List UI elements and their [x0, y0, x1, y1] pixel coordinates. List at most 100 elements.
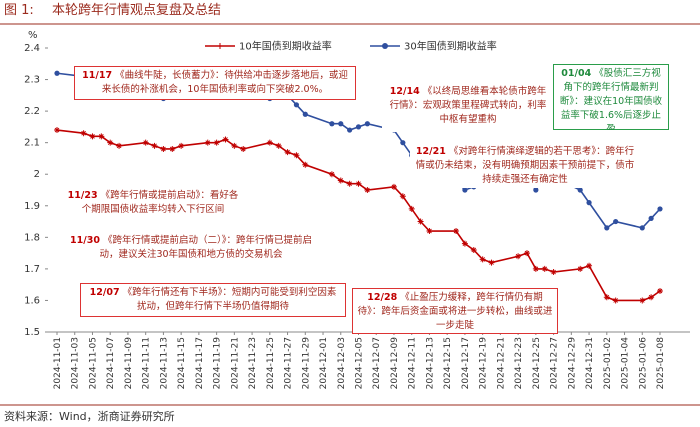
- point: [266, 139, 273, 146]
- point: [399, 193, 406, 200]
- point: [293, 152, 300, 159]
- point: [80, 130, 87, 137]
- point: [240, 145, 247, 152]
- point: [612, 297, 619, 304]
- point: [329, 121, 335, 127]
- legend-marker: [217, 43, 223, 49]
- x-tick-label: 2024-12-27: [550, 337, 560, 389]
- annotation-date: 12/28: [367, 292, 398, 303]
- x-tick-label: 2024-11-11: [142, 337, 152, 389]
- point: [648, 294, 655, 301]
- figure-label: 图 1:: [4, 3, 34, 18]
- source: 资料来源：Wind，浙商证券研究所: [4, 409, 175, 423]
- point: [479, 256, 486, 263]
- y-tick-label: 1.5: [24, 327, 40, 338]
- x-tick-label: 2024-12-03: [337, 337, 347, 389]
- x-tick-label: 2024-11-21: [230, 337, 240, 389]
- x-tick-label: 2024-12-13: [425, 337, 435, 389]
- annotation-text: 《股债汇三方视角下的跨年行情最新判断》：建议在10年国债收益率下破1.6%后逐步…: [559, 68, 663, 130]
- point: [657, 287, 663, 294]
- y-tick-label: 1.9: [24, 201, 40, 212]
- annotation: 12/28 《止盈压力缓释，跨年行情仍有期待》：跨年后资金面或将进一步转松，曲线…: [352, 288, 558, 334]
- x-tick-label: 2024-12-07: [372, 337, 382, 389]
- x-tick-label: 2024-12-01: [319, 337, 329, 389]
- annotation-text: 《跨年行情或提前启动》：看好各个期限国债收益率均转入下行区间: [81, 190, 239, 215]
- x-tick-label: 2024-12-23: [514, 337, 524, 389]
- point: [657, 206, 663, 212]
- point: [586, 200, 592, 206]
- point: [577, 187, 583, 193]
- legend-marker: [382, 43, 388, 49]
- point: [151, 142, 158, 149]
- point: [98, 133, 105, 140]
- annotation-text: 《跨年行情或提前启动（二）》：跨年行情已提前启动，建议关注30年国债和地方债的交…: [99, 235, 312, 260]
- point: [523, 250, 530, 257]
- point: [613, 218, 619, 225]
- annotation: 01/04 《股债汇三方视角下的跨年行情最新判断》：建议在10年国债收益率下破1…: [553, 64, 669, 130]
- annotation: 11/23 《跨年行情或提前启动》：看好各个期限国债收益率均转入下行区间: [58, 186, 248, 220]
- x-tick-label: 2024-12-21: [496, 337, 506, 389]
- x-tick-label: 2024-11-05: [88, 337, 98, 389]
- annotation-date: 11/17: [82, 70, 113, 81]
- x-tick-label: 2025-01-02: [603, 337, 613, 389]
- annotation-box: 12/21 《对跨年行情演绎逻辑的若干思考》：跨年行情或仍未结束，没有明确预期因…: [410, 142, 640, 188]
- point: [400, 140, 406, 146]
- point: [533, 187, 539, 193]
- point: [390, 183, 397, 190]
- point: [222, 136, 229, 143]
- x-tick-label: 2024-11-15: [177, 337, 187, 389]
- point: [284, 149, 291, 156]
- y-tick-label: 2.2: [24, 106, 40, 117]
- point: [160, 145, 167, 152]
- legend-label: 30年国债到期收益率: [404, 40, 497, 53]
- x-tick-label: 2024-12-05: [355, 337, 365, 389]
- point: [275, 142, 282, 149]
- x-tick-label: 2024-11-01: [53, 337, 63, 389]
- point: [178, 142, 185, 149]
- point: [302, 161, 309, 168]
- legend-label: 10年国债到期收益率: [239, 40, 332, 53]
- x-tick-label: 2024-12-29: [567, 337, 577, 390]
- point: [648, 215, 654, 221]
- annotation-date: 12/07: [89, 287, 120, 298]
- annotation-box: 12/28 《止盈压力缓释，跨年行情仍有期待》：跨年后资金面或将进一步转松，曲线…: [352, 288, 558, 334]
- point: [453, 228, 460, 235]
- point: [364, 187, 371, 193]
- annotation-date: 12/14: [389, 86, 420, 97]
- x-tick-label: 2024-11-17: [195, 337, 205, 389]
- point: [577, 265, 584, 272]
- point: [461, 240, 468, 247]
- x-tick-label: 2024-12-15: [443, 337, 453, 389]
- point: [639, 225, 645, 231]
- point: [293, 102, 300, 108]
- x-tick-label: 2024-11-09: [124, 337, 134, 390]
- x-tick-label: 2024-11-19: [213, 337, 223, 390]
- annotation-text: 《跨年行情还有下半场》：短期内可能受到利空因素扰动，但跨年行情下半场仍值得期待: [122, 287, 337, 312]
- x-tick-label: 2024-11-03: [71, 337, 81, 389]
- annotation: 11/17 《曲线牛陡，长债蓄力》：待供给冲击逐步落地后，或迎来长债的补涨机会，…: [74, 66, 356, 100]
- point: [54, 70, 60, 76]
- x-tick-label: 2025-01-06: [638, 337, 648, 390]
- point: [337, 177, 344, 184]
- annotation: 11/30 《跨年行情或提前启动（二）》：跨年行情已提前启动，建议关注30年国债…: [58, 231, 324, 277]
- point: [417, 218, 424, 225]
- point: [213, 139, 220, 146]
- x-tick-label: 2024-11-27: [284, 337, 294, 389]
- annotation-box: 11/30 《跨年行情或提前启动（二）》：跨年行情已提前启动，建议关注30年国债…: [58, 231, 324, 277]
- annotation-text: 《以终局思维看本轮债市跨年行情》：宏观政策里程碑式转向，利率中枢有望重构: [389, 86, 547, 125]
- x-tick-label: 2024-12-09: [390, 337, 400, 390]
- point: [604, 225, 610, 231]
- point: [54, 127, 60, 134]
- y-tick-label: 2.1: [24, 138, 40, 149]
- y-tick-label: 1.6: [24, 295, 40, 306]
- y-tick-label: 2.4: [24, 43, 40, 54]
- x-tick-label: 2024-12-19: [479, 337, 489, 390]
- point: [550, 269, 557, 276]
- point: [346, 180, 353, 187]
- x-tick-label: 2025-01-04: [621, 337, 631, 390]
- point: [541, 265, 548, 272]
- point: [470, 246, 477, 253]
- point: [328, 171, 335, 178]
- annotation-text: 《对跨年行情演绎逻辑的若干思考》：跨年行情或仍未结束，没有明确预期因素干预前提下…: [415, 146, 635, 185]
- annotation-date: 11/23: [67, 190, 98, 201]
